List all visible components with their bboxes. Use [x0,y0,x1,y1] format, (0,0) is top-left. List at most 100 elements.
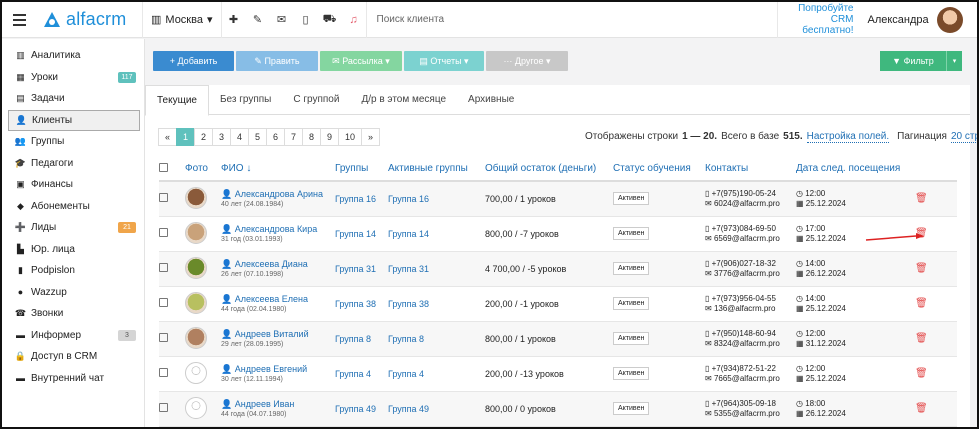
client-name-link[interactable]: 👤 Александрова Арина [221,189,335,200]
trash-icon[interactable]: 🗑 [915,368,928,379]
pagination-page[interactable]: 1 [176,128,195,146]
email-address[interactable]: 6569@alfacrm.pro [713,233,780,243]
cart-icon[interactable]: ⛟ [322,12,337,25]
table-row[interactable]: 👤 Андреев Иван 44 года (04.07.1980) Груп… [159,391,957,427]
bell-icon[interactable]: ♫ [349,13,358,26]
phone-number[interactable]: +7(973)084-69-50 [711,223,776,233]
avatar[interactable] [185,361,207,384]
mailing-button[interactable]: ✉ Рассылка ▾ [320,51,402,71]
active-group-link[interactable]: Группа 31 [388,263,430,274]
trash-icon[interactable]: 🗑 [915,263,928,274]
phone-icon[interactable]: ▯ [302,14,309,26]
pagination-page[interactable]: 9 [320,128,339,146]
client-name-link[interactable]: 👤 Андреев Иван [221,399,335,410]
client-name-link[interactable]: 👤 Александрова Кира [221,224,335,235]
col-status[interactable]: Статус обучения [613,157,705,182]
sidebar-item[interactable]: 🎓 Педагоги [2,153,144,175]
email-address[interactable]: 5355@alfacrm.pro [713,408,780,418]
pagination-page[interactable]: 5 [248,128,267,146]
table-row[interactable]: 👤 Алексеева Диана 26 лет (07.10.1998) Гр… [159,251,957,287]
phone-number[interactable]: +7(934)872-51-22 [711,363,776,373]
group-link[interactable]: Группа 16 [335,193,377,204]
sidebar-item[interactable]: ▣ Финансы [2,174,144,196]
phone-number[interactable]: +7(975)190-05-24 [711,188,776,198]
pagination-page[interactable]: 7 [284,128,303,146]
table-row[interactable]: 👤 Александрова Кира 31 год (03.01.1993) … [159,216,957,252]
avatar[interactable] [185,326,207,349]
col-balance[interactable]: Общий остаток (деньги) [485,157,613,182]
row-checkbox[interactable] [159,403,168,412]
group-link[interactable]: Группа 49 [335,403,377,414]
page-size-link[interactable]: 20 строк [950,131,977,143]
promo-link[interactable]: Попробуйте CRM бесплатно! [784,3,853,36]
active-group-link[interactable]: Группа 4 [388,368,425,379]
mail-icon[interactable]: ✉ [276,14,287,26]
sidebar-item[interactable]: ● Wazzup [2,282,144,304]
group-link[interactable]: Группа 14 [335,228,377,239]
email-address[interactable]: 7665@alfacrm.pro [713,373,780,383]
row-checkbox[interactable] [159,263,168,272]
sidebar-item[interactable]: 👥 Группы [2,131,144,153]
search-input[interactable]: Поиск клиента [376,14,445,25]
sidebar-item[interactable]: ▙ Юр. лица [2,239,144,261]
table-row[interactable]: 👤 Александрова Арина 40 лет (24.08.1984)… [159,181,957,217]
col-next-visit[interactable]: Дата след. посещения [796,157,915,182]
row-checkbox[interactable] [159,298,168,307]
pagination-page[interactable]: 4 [230,128,249,146]
logo[interactable]: alfacrm [42,9,142,30]
trash-icon[interactable]: 🗑 [915,333,928,344]
table-row[interactable]: 👤 Андреев Виталий 29 лет (28.09.1995) Гр… [159,321,957,357]
edit-button[interactable]: ✎ Править [236,51,318,71]
sidebar-item[interactable]: ▬ Внутренний чат [2,368,144,390]
pagination-page[interactable]: 2 [194,128,213,146]
row-checkbox[interactable] [159,333,168,342]
avatar[interactable] [185,256,207,279]
sidebar-item[interactable]: ▥ Аналитика [2,45,144,67]
group-link[interactable]: Группа 4 [335,368,372,379]
sidebar-item[interactable]: ▦ Уроки 117 [2,67,144,89]
col-contacts[interactable]: Контакты [705,157,796,182]
pagination-page[interactable]: 6 [266,128,285,146]
filter-button[interactable]: ▼ Фильтр [880,51,946,71]
row-checkbox[interactable] [159,228,168,237]
active-group-link[interactable]: Группа 49 [388,403,430,414]
pagination-prev[interactable]: « [158,128,177,146]
pagination-page[interactable]: 10 [338,128,362,146]
phone-number[interactable]: +7(950)148-60-94 [711,328,776,338]
tab-current[interactable]: Текущие [145,85,209,116]
branch-selector[interactable]: ▥ Москва ▾ [143,2,221,38]
menu-icon[interactable] [2,13,36,26]
plus-icon[interactable]: ✚ [228,14,239,26]
pagination-page[interactable]: 8 [302,128,321,146]
email-address[interactable]: 3776@alfacrm.pro [713,268,780,278]
active-group-link[interactable]: Группа 38 [388,298,430,309]
avatar[interactable] [185,221,207,244]
avatar[interactable] [185,291,207,314]
pagination-page[interactable]: 3 [212,128,231,146]
sidebar-item[interactable]: ▬ Информер 3 [2,325,144,347]
sidebar-item[interactable]: ➕ Лиды 21 [2,217,144,239]
client-name-link[interactable]: 👤 Алексеева Елена [221,294,335,305]
columns-settings-link[interactable]: Настройка полей. [806,131,890,143]
sidebar-item[interactable]: ▤ Задачи [2,88,144,110]
phone-number[interactable]: +7(964)305-09-18 [711,398,776,408]
active-group-link[interactable]: Группа 14 [388,228,430,239]
active-group-link[interactable]: Группа 16 [388,193,430,204]
filter-dropdown-button[interactable]: ▾ [946,51,962,71]
row-checkbox[interactable] [159,368,168,377]
sidebar-item[interactable]: ☎ Звонки [2,303,144,325]
tab-archived[interactable]: Архивные [468,94,515,105]
col-groups[interactable]: Группы [335,157,388,182]
trash-icon[interactable]: 🗑 [915,193,928,205]
client-name-link[interactable]: 👤 Алексеева Диана [221,259,335,270]
active-group-link[interactable]: Группа 8 [388,333,425,344]
group-link[interactable]: Группа 38 [335,298,377,309]
col-photo[interactable]: Фото [185,157,221,182]
row-checkbox[interactable] [159,193,168,203]
sidebar-item[interactable]: ▮ Podpislon [2,260,144,282]
sidebar-item[interactable]: 🔒 Доступ в CRM [2,346,144,368]
user-menu[interactable]: Александра [868,6,963,33]
sidebar-item[interactable]: 👤 Клиенты [8,109,140,131]
table-row[interactable]: 👤 Алексеева Елена 44 года (02.04.1980) Г… [159,286,957,322]
email-address[interactable]: 8324@alfacrm.pro [713,338,780,348]
